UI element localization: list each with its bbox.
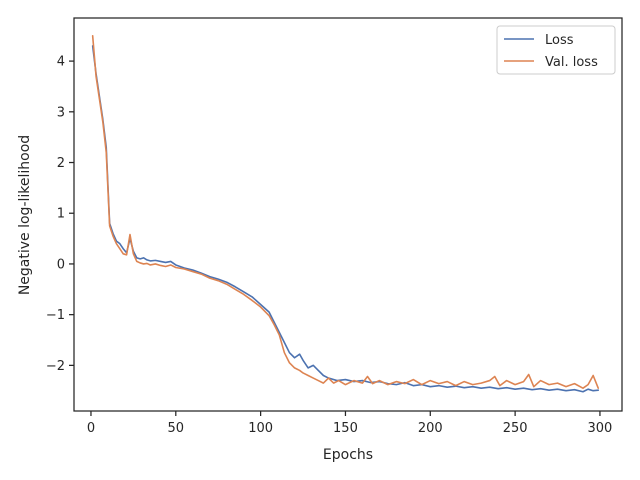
x-tick-label: 200 bbox=[418, 421, 443, 436]
y-tick-label: 4 bbox=[57, 55, 65, 70]
x-axis: 0 50 100 150 200 250 300 bbox=[87, 411, 613, 436]
legend-box bbox=[496, 25, 616, 75]
plot-frame bbox=[73, 17, 623, 412]
x-tick-label: 300 bbox=[588, 421, 613, 436]
x-tick-label: 50 bbox=[168, 421, 185, 436]
y-tick-label: 2 bbox=[57, 156, 65, 171]
series-layer bbox=[91, 34, 600, 393]
series-line-1 bbox=[91, 34, 600, 389]
x-tick-label: 100 bbox=[248, 421, 273, 436]
x-tick-label: 150 bbox=[333, 421, 358, 436]
legend-label-loss: Loss bbox=[545, 33, 574, 48]
series-line-0 bbox=[91, 45, 600, 393]
y-tick-label: 3 bbox=[57, 105, 65, 120]
y-tick-label: −2 bbox=[46, 359, 65, 374]
y-axis: −2 −1 0 1 2 3 4 bbox=[46, 55, 74, 374]
x-tick-label: 250 bbox=[503, 421, 528, 436]
y-tick-label: 1 bbox=[57, 207, 65, 222]
legend-label-val-loss: Val. loss bbox=[545, 55, 598, 70]
x-tick-label: 0 bbox=[87, 421, 95, 436]
legend: Loss Val. loss bbox=[496, 25, 616, 75]
x-axis-label: Epochs bbox=[323, 447, 373, 463]
y-axis-label: Negative log-likelihood bbox=[17, 135, 33, 295]
y-tick-label: 0 bbox=[57, 257, 65, 272]
y-tick-label: −1 bbox=[46, 308, 65, 323]
